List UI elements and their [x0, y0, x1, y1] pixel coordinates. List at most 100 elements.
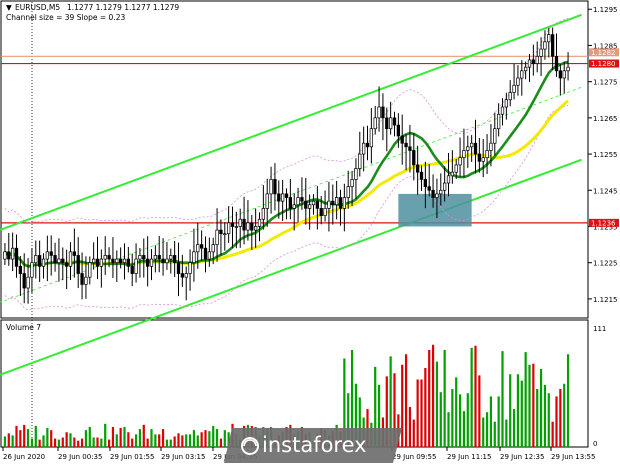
highlight-box — [398, 193, 472, 227]
candle-body — [238, 218, 242, 227]
lower-envelope — [4, 104, 569, 311]
candle-body — [169, 255, 173, 260]
candle-body — [554, 55, 559, 72]
candle-body — [338, 197, 343, 209]
candle-body — [219, 229, 223, 235]
candle-body — [76, 255, 80, 274]
candles — [3, 27, 570, 304]
candle-body — [535, 55, 539, 64]
candle-body — [153, 255, 158, 260]
candle-body — [439, 189, 443, 195]
volume-tick-label: 0 — [593, 440, 597, 448]
candle-body — [427, 186, 431, 191]
x-tick-label: 29 Jun 01:55 — [110, 453, 154, 461]
candle-body — [142, 255, 146, 260]
candle-body — [192, 251, 196, 264]
candle-body — [358, 153, 362, 169]
candle-body — [22, 273, 26, 289]
candle-body — [277, 193, 281, 202]
candle-body — [354, 168, 358, 180]
candle-body — [307, 204, 312, 209]
candle-body — [134, 258, 138, 274]
candle-body — [547, 34, 551, 43]
candle-body — [223, 233, 227, 236]
y-tick-label: 1.1215 — [593, 296, 618, 304]
candle-body — [446, 175, 451, 184]
candle-body — [489, 142, 493, 151]
candle-body — [435, 193, 439, 198]
candle-body — [485, 150, 489, 159]
candle-body — [72, 251, 77, 256]
candle-body — [284, 193, 289, 198]
level-tag — [589, 48, 619, 57]
x-tick-label: 29 Jun 00:35 — [58, 453, 102, 461]
candle-body — [103, 255, 107, 260]
level-tag — [589, 218, 619, 227]
candle-body — [462, 150, 466, 159]
candle-body — [149, 258, 154, 267]
candle-body — [130, 265, 134, 274]
candle-body — [442, 182, 447, 191]
candle-body — [373, 117, 377, 130]
candle-body — [157, 255, 161, 260]
candle-body — [404, 142, 408, 148]
candle-body — [41, 258, 46, 267]
candle-body — [315, 200, 320, 209]
logo-mark-icon — [241, 437, 259, 455]
candle-body — [118, 258, 123, 264]
candle-body — [342, 197, 347, 209]
candle-body — [477, 153, 482, 162]
candle-body — [242, 218, 246, 231]
symbol-arrow-icon[interactable]: ▼ — [6, 3, 12, 12]
candle-body — [26, 276, 30, 289]
candle-body — [531, 59, 536, 64]
candle-body — [176, 262, 181, 274]
candle-body — [145, 258, 150, 267]
volume-label: Volume 7 — [6, 323, 41, 332]
candle-body — [562, 70, 566, 79]
candle-body — [30, 262, 34, 278]
y-tick-label: 1.1245 — [593, 187, 618, 195]
candle-body — [261, 208, 266, 220]
candle-body — [196, 244, 200, 253]
candle-body — [99, 258, 104, 267]
y-tick-label: 1.1225 — [593, 260, 618, 268]
level-tag-label: 1.1282 — [591, 49, 616, 57]
candle-body — [412, 150, 416, 166]
candle-body — [269, 179, 273, 195]
candle-body — [180, 273, 185, 278]
x-tick-label: 29 Jun 09:55 — [392, 453, 436, 461]
candle-body — [304, 200, 308, 209]
candle-body — [253, 226, 258, 231]
candle-body — [500, 106, 505, 115]
candle-body — [234, 226, 239, 228]
candle-body — [188, 262, 192, 274]
y-tick-label: 1.1255 — [593, 151, 618, 159]
candle-body — [203, 247, 208, 260]
candle-body — [7, 251, 11, 260]
candle-body — [377, 106, 381, 119]
candle-body — [37, 255, 42, 267]
y-tick-label: 1.1285 — [593, 42, 618, 50]
candle-body — [107, 255, 111, 260]
volume-axis: 111 0 — [593, 325, 606, 448]
candle-body — [331, 200, 335, 206]
level-tag-label: 1.1280 — [591, 60, 616, 68]
candle-body — [423, 179, 428, 188]
candle-body — [250, 222, 254, 231]
candle-body — [523, 66, 528, 72]
candle-body — [419, 171, 424, 180]
candle-body — [516, 77, 520, 86]
price-axis: 1.12951.12851.12751.12651.12551.12451.12… — [588, 6, 618, 304]
candle-body — [288, 197, 293, 209]
x-tick-label: 29 Jun 12:35 — [500, 453, 544, 461]
candle-body — [350, 179, 354, 188]
candle-body — [280, 193, 285, 202]
candle-body — [84, 276, 88, 285]
candle-body — [385, 117, 389, 130]
candle-body — [265, 193, 269, 209]
candle-body — [10, 247, 15, 260]
candle-body — [115, 258, 119, 264]
candle-body — [543, 41, 547, 50]
candle-body — [431, 189, 435, 198]
